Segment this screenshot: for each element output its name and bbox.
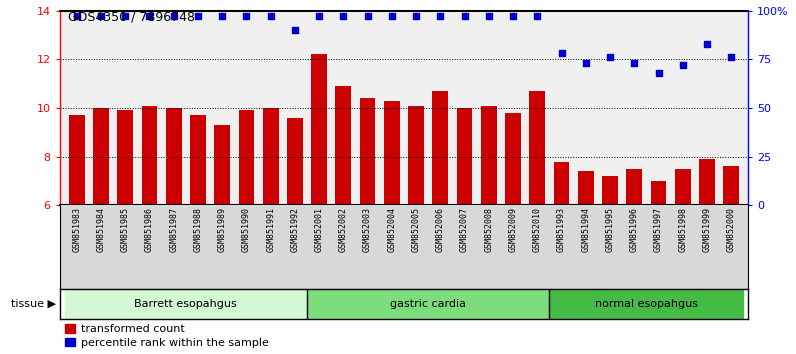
Bar (626, 169, 642, 351)
Point (95, 13, 107, 19)
Point (603, 55, 616, 60)
Text: GSM852006: GSM852006 (436, 207, 445, 252)
Bar (578, 171, 594, 351)
Text: GSM851997: GSM851997 (654, 207, 663, 252)
Text: GSM852008: GSM852008 (484, 207, 494, 252)
Text: GSM852003: GSM852003 (363, 207, 372, 252)
Bar (554, 161, 569, 351)
Bar (481, 105, 497, 351)
Bar (675, 169, 691, 351)
Bar (335, 86, 351, 351)
Point (458, 13, 471, 19)
Text: GSM851987: GSM851987 (169, 207, 178, 252)
Point (361, 13, 374, 19)
Text: GSM852000: GSM852000 (727, 207, 736, 252)
Point (119, 13, 131, 19)
Point (531, 13, 544, 19)
Text: GSM851983: GSM851983 (72, 207, 81, 252)
Text: GSM852005: GSM852005 (412, 207, 420, 252)
Bar (311, 55, 327, 351)
Text: gastric cardia: gastric cardia (390, 298, 466, 309)
Point (313, 13, 326, 19)
Legend: transformed count, percentile rank within the sample: transformed count, percentile rank withi… (65, 324, 269, 348)
Bar (68, 115, 84, 351)
Bar (699, 159, 715, 351)
Point (192, 13, 205, 19)
Point (70, 13, 83, 19)
Bar (93, 108, 109, 351)
Bar (602, 176, 618, 351)
Bar (549, 289, 743, 319)
Bar (214, 125, 230, 351)
Point (143, 13, 156, 19)
Text: GSM851984: GSM851984 (96, 207, 105, 252)
Bar (529, 91, 545, 351)
Point (700, 41, 713, 46)
Point (725, 55, 738, 60)
Text: GSM852007: GSM852007 (460, 207, 469, 252)
Point (385, 13, 398, 19)
Bar (408, 105, 424, 351)
Text: GSM851990: GSM851990 (242, 207, 251, 252)
Point (410, 13, 423, 19)
Point (628, 60, 641, 66)
Bar (457, 108, 473, 351)
Text: GSM851985: GSM851985 (121, 207, 130, 252)
Point (288, 27, 301, 33)
Text: GSM851998: GSM851998 (678, 207, 687, 252)
Text: GSM852010: GSM852010 (533, 207, 542, 252)
Text: GDS4350 / 7896748: GDS4350 / 7896748 (68, 11, 195, 24)
Text: GSM851996: GSM851996 (630, 207, 639, 252)
Point (482, 13, 495, 19)
Point (579, 60, 592, 66)
Point (507, 13, 520, 19)
Point (337, 13, 349, 19)
Bar (287, 118, 302, 351)
Point (434, 13, 447, 19)
Text: normal esopahgus: normal esopahgus (595, 298, 698, 309)
Text: GSM851986: GSM851986 (145, 207, 154, 252)
Bar (263, 108, 279, 351)
Bar (505, 113, 521, 351)
Point (240, 13, 253, 19)
Bar (384, 101, 400, 351)
Bar (724, 166, 739, 351)
Text: GSM851988: GSM851988 (193, 207, 202, 252)
Bar (307, 289, 549, 319)
Text: GSM851989: GSM851989 (217, 207, 227, 252)
Bar (117, 110, 133, 351)
Point (677, 62, 689, 68)
Bar (432, 91, 448, 351)
Bar (166, 108, 181, 351)
Bar (239, 110, 254, 351)
Point (216, 13, 228, 19)
Text: GSM851992: GSM851992 (291, 207, 299, 252)
Bar (650, 181, 666, 351)
Text: GSM851991: GSM851991 (266, 207, 275, 252)
Text: GSM852001: GSM852001 (314, 207, 324, 252)
Bar (142, 105, 158, 351)
Text: GSM852004: GSM852004 (388, 207, 396, 252)
Bar (360, 98, 376, 351)
Text: GSM851999: GSM851999 (703, 207, 712, 252)
Text: GSM852002: GSM852002 (339, 207, 348, 252)
Text: GSM852009: GSM852009 (509, 207, 517, 252)
Bar (64, 289, 307, 319)
Text: tissue ▶: tissue ▶ (10, 298, 56, 309)
Text: Barrett esopahgus: Barrett esopahgus (135, 298, 237, 309)
Text: GSM851993: GSM851993 (557, 207, 566, 252)
Point (264, 13, 277, 19)
Bar (190, 115, 206, 351)
Point (652, 70, 665, 76)
Point (555, 51, 568, 56)
Text: GSM851995: GSM851995 (606, 207, 615, 252)
Text: GSM851994: GSM851994 (581, 207, 591, 252)
Point (167, 13, 180, 19)
